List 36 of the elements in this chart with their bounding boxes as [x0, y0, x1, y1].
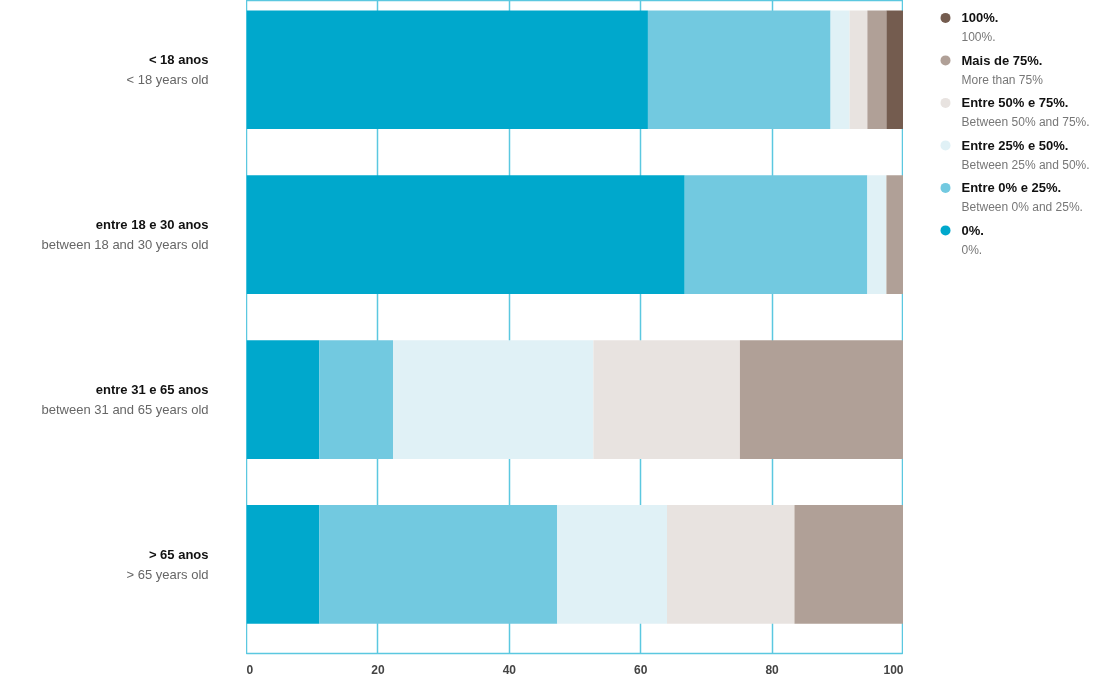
x-tick-label: 60 — [634, 662, 648, 676]
bar — [319, 505, 558, 624]
bar — [886, 175, 903, 295]
bar — [647, 10, 831, 130]
x-tick-label: 80 — [765, 662, 780, 676]
y-tick-label: entre 18 e 30 anos between 18 and 30 years old — [41, 217, 209, 253]
bar — [246, 340, 320, 459]
bar — [246, 505, 320, 624]
legend-label: 0%. 0%. — [961, 222, 984, 257]
x-tick-label: 100 — [883, 662, 904, 676]
bar — [666, 505, 795, 624]
bar — [849, 10, 868, 130]
bar — [684, 175, 868, 295]
legend-label: 100%. 100%. — [961, 10, 999, 45]
x-tick-label: 0 — [246, 662, 254, 676]
bar — [794, 505, 903, 624]
bar — [557, 505, 667, 624]
bar — [246, 175, 685, 295]
y-tick-label: > 65 anos > 65 years old — [126, 546, 209, 582]
bar — [393, 340, 594, 459]
x-tick-label: 20 — [371, 662, 385, 676]
legend-label: Entre 0% e 25%. Between 0% and 25%. — [961, 180, 1083, 215]
x-tick-label: 40 — [502, 662, 517, 676]
bar — [593, 340, 740, 459]
y-tick-label: < 18 anos < 18 years old — [126, 52, 209, 88]
bar — [886, 10, 903, 130]
bar — [246, 10, 648, 130]
bar — [867, 10, 887, 130]
y-tick-label: entre 31 e 65 anos between 31 and 65 years old — [41, 382, 209, 418]
bar — [319, 340, 394, 459]
legend-label: Mais de 75%. More than 75% — [961, 52, 1044, 87]
bar — [830, 10, 850, 130]
bar — [739, 340, 903, 459]
bar — [867, 175, 887, 295]
legend-label: Entre 25% e 50%. Between 25% and 50%. — [961, 137, 1090, 172]
legend-label: Entre 50% e 75%. Between 50% and 75%. — [961, 95, 1090, 130]
